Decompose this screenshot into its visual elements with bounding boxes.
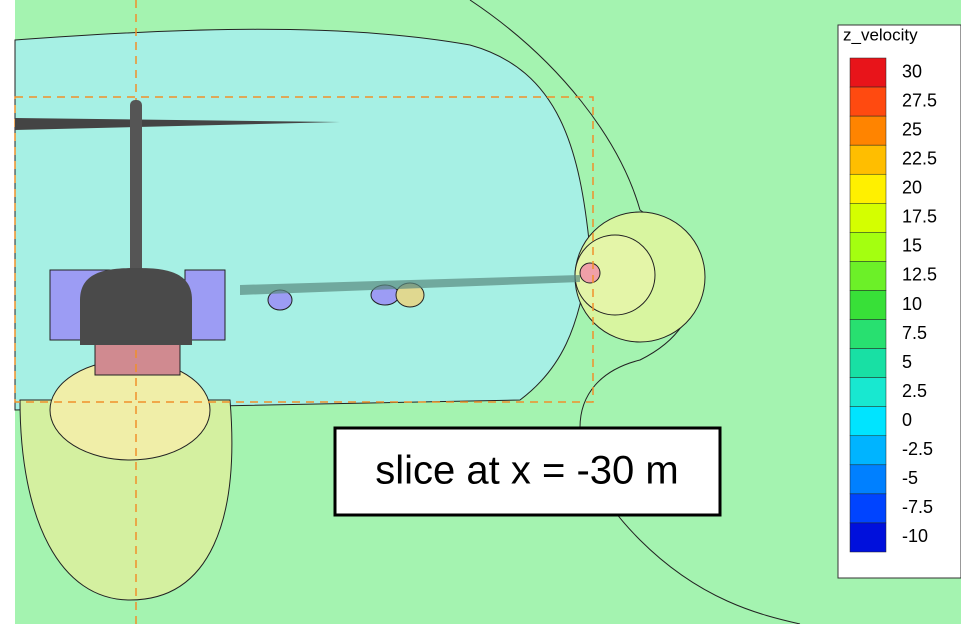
page: {"chart_data": {"type": "contour", "colo…	[0, 0, 961, 624]
colorbar-label: -10	[902, 526, 928, 546]
annotation: slice at x = -30 m	[375, 449, 678, 493]
colorbar-label: 5	[902, 352, 912, 372]
colorbar-label: 25	[902, 119, 922, 139]
contour-field	[15, 0, 961, 624]
colorbar-swatch	[850, 203, 886, 232]
colorbar-label: 27.5	[902, 90, 937, 110]
colorbar-label: 10	[902, 294, 922, 314]
colorbar-swatch	[850, 58, 886, 87]
chart: z_velocity 30 27.5 25 22.5 20 17.5 15 12.5 10 7.5…	[0, 0, 961, 624]
colorbar-label: 22.5	[902, 148, 937, 168]
colorbar-label: 17.5	[902, 207, 937, 227]
colorbar-title: z_velocity	[843, 25, 918, 44]
colorbar-swatch	[850, 407, 886, 436]
colorbar-swatch	[850, 523, 886, 552]
colorbar-label: 15	[902, 236, 922, 256]
colorbar-label: 30	[902, 61, 922, 81]
red-spot	[580, 263, 600, 283]
colorbar-swatch	[850, 232, 886, 261]
colorbar-label: -2.5	[902, 439, 933, 459]
colorbar-swatch	[850, 174, 886, 203]
colorbar-label: 7.5	[902, 323, 927, 343]
aircraft-fuselage	[80, 268, 192, 345]
colorbar-label: -7.5	[902, 497, 933, 517]
colorbar-swatch	[850, 116, 886, 145]
colorbar-label: 0	[902, 410, 912, 430]
colorbar-swatch	[850, 494, 886, 523]
colorbar-swatch	[850, 261, 886, 290]
colorbar-swatch	[850, 145, 886, 174]
colorbar-label: 2.5	[902, 381, 927, 401]
colorbar-swatch	[850, 290, 886, 319]
colorbar-swatch	[850, 378, 886, 407]
colorbar-swatch	[850, 349, 886, 378]
colorbar-label: 20	[902, 178, 922, 198]
colorbar-swatch	[850, 320, 886, 349]
colorbar-label: -5	[902, 468, 918, 488]
aircraft-tail	[130, 100, 142, 280]
colorbar-label: 12.5	[902, 265, 937, 285]
colorbar-swatch	[850, 465, 886, 494]
colorbar-swatch	[850, 87, 886, 116]
colorbar-swatch	[850, 436, 886, 465]
